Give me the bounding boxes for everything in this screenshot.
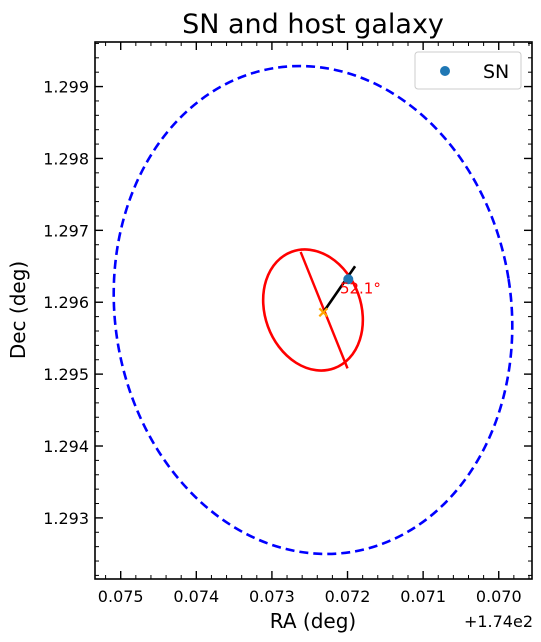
x-tick-label: 0.070 [476, 587, 522, 606]
host-galaxy-ellipse [261, 248, 365, 372]
y-tick-label: 1.297 [43, 221, 89, 240]
x-axis-label: RA (deg) [270, 609, 356, 633]
y-tick-label: 1.294 [43, 437, 89, 456]
plot-frame [94, 41, 533, 580]
y-axis-label: Dec (deg) [6, 261, 30, 359]
host-center-x-marker [318, 307, 329, 318]
legend-marker-sn [440, 66, 450, 76]
angle-annotation: 52.1° [340, 280, 381, 298]
y-tick-label: 1.295 [43, 365, 89, 384]
legend-box [414, 51, 522, 90]
x-tick-label: 0.074 [173, 587, 219, 606]
x-tick-label: 0.072 [325, 587, 371, 606]
legend-label-sn: SN [483, 61, 509, 83]
y-tick-label: 1.296 [43, 293, 89, 312]
legend: SN [414, 51, 522, 90]
x-tick-label: 0.075 [98, 587, 144, 606]
outer-host-ellipse [112, 64, 514, 556]
y-tick-label: 1.298 [43, 149, 89, 168]
sn-separation-line [322, 265, 357, 314]
y-tick-label: 1.299 [43, 78, 89, 97]
x-offset-label: +1.74e2 [464, 612, 533, 631]
sn-data-point [343, 274, 354, 285]
x-tick-label: 0.073 [249, 587, 295, 606]
chart-title: SN and host galaxy [182, 9, 444, 40]
y-tick-label: 1.293 [43, 509, 89, 528]
x-tick-label: 0.071 [400, 587, 446, 606]
